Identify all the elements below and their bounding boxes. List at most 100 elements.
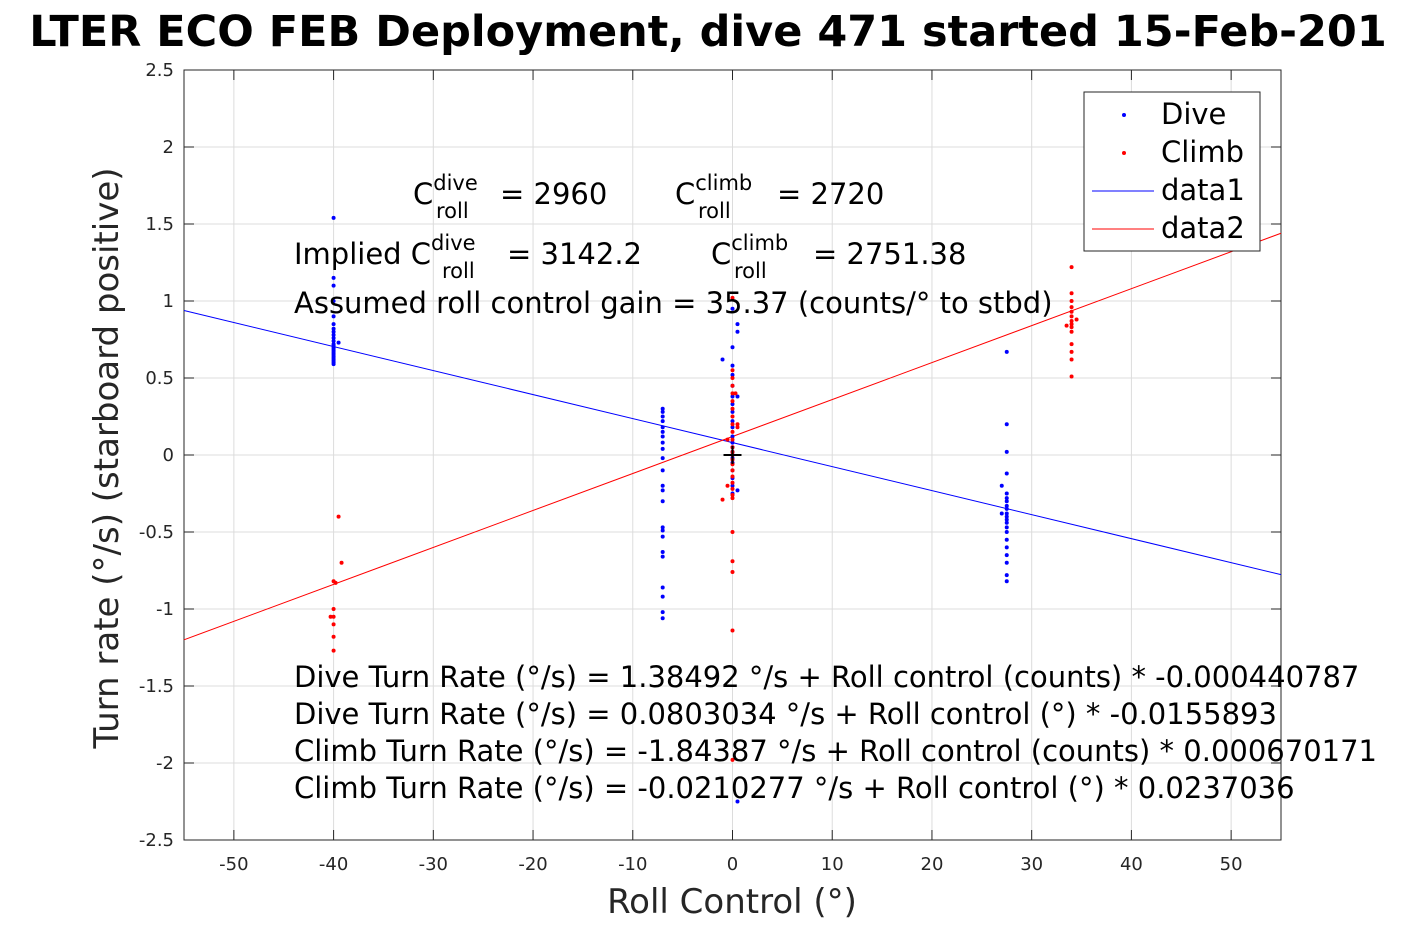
point-dive <box>1004 579 1009 584</box>
x-tick-label: -40 <box>319 854 348 875</box>
point-dive <box>331 335 336 340</box>
c-dive-annotation: Cdive roll = 2960 <box>413 171 607 223</box>
point-dive <box>660 414 665 419</box>
implied-dive-prefix: Implied C <box>294 237 431 271</box>
point-climb <box>1064 323 1069 328</box>
point-dive <box>331 326 336 331</box>
point-climb <box>339 560 344 565</box>
x-tick-label: 10 <box>821 854 844 875</box>
point-dive <box>735 394 740 399</box>
origin-crosshair-marker <box>723 446 742 464</box>
point-climb <box>1069 329 1074 334</box>
point-dive <box>1004 545 1009 550</box>
point-dive <box>660 610 665 615</box>
dive-counts-equation: Dive Turn Rate (°/s) = 1.38492 °/s + Rol… <box>294 660 1359 694</box>
y-tick-label: -2.5 <box>139 830 174 851</box>
point-dive <box>660 434 665 439</box>
point-dive <box>331 322 336 327</box>
implied-climb-annotation: Cclimb roll = 2751.38 <box>711 231 966 283</box>
point-climb <box>1069 291 1074 296</box>
x-tick-label: 0 <box>727 854 738 875</box>
point-dive <box>331 329 336 334</box>
point-dive <box>660 585 665 590</box>
point-climb <box>331 614 336 619</box>
point-climb <box>730 559 735 564</box>
c-dive-sub: roll <box>436 199 469 223</box>
point-dive <box>660 429 665 434</box>
y-tick-label: -1.5 <box>139 676 174 697</box>
implied-dive-annotation: Implied Cdive roll = 3142.2 <box>294 231 642 283</box>
implied-climb-value: = 2751.38 <box>813 237 966 271</box>
point-climb <box>331 622 336 627</box>
point-dive <box>331 339 336 344</box>
point-dive <box>735 488 740 493</box>
point-dive <box>660 534 665 539</box>
point-dive <box>1004 471 1009 476</box>
point-dive <box>1004 449 1009 454</box>
point-climb <box>730 530 735 534</box>
point-dive <box>1004 503 1009 508</box>
point-dive <box>660 468 665 473</box>
point-climb <box>331 648 336 653</box>
c-dive-sup: dive <box>433 171 478 195</box>
point-dive <box>730 363 735 368</box>
x-tick-label: 30 <box>1020 854 1043 875</box>
point-dive <box>331 275 336 280</box>
point-dive <box>660 499 665 504</box>
point-dive <box>1004 491 1009 496</box>
point-climb <box>725 483 730 488</box>
point-dive <box>331 362 336 367</box>
x-tick-labels: -50 -40 -30 -20 -10 0 10 20 30 40 50 <box>219 854 1242 875</box>
point-dive <box>730 394 735 399</box>
legend-box <box>1083 91 1261 252</box>
point-dive <box>1004 514 1009 519</box>
point-climb <box>735 425 740 430</box>
point-climb <box>1069 374 1074 379</box>
point-climb <box>1069 322 1074 327</box>
point-dive <box>730 409 735 414</box>
point-dive <box>331 314 336 319</box>
point-dive <box>1004 349 1009 354</box>
implied-dive-sub: roll <box>442 259 475 283</box>
y-axis-label: Turn rate (°/s) (starboard positive) <box>87 167 127 749</box>
x-tick-label: -50 <box>219 854 248 875</box>
point-dive <box>660 446 665 451</box>
point-climb <box>730 391 735 396</box>
point-climb <box>730 383 735 388</box>
c-climb-annotation: Cclimb roll = 2720 <box>675 171 884 223</box>
point-dive <box>730 434 735 439</box>
point-climb <box>730 399 735 404</box>
c-climb-prefix: C <box>675 177 695 211</box>
y-tick-label: 0.5 <box>145 368 174 389</box>
x-tick-label: -10 <box>618 854 647 875</box>
chart-title: LTER ECO FEB Deployment, dive 471 starte… <box>29 7 1387 57</box>
legend-dive-label: Dive <box>1161 97 1226 131</box>
point-dive <box>660 616 665 621</box>
point-dive <box>1004 496 1009 501</box>
point-climb <box>730 429 735 434</box>
climb-degrees-equation: Climb Turn Rate (°/s) = -0.0210277 °/s +… <box>294 771 1295 805</box>
y-tick-label: -2 <box>156 753 174 774</box>
point-dive <box>1004 511 1009 516</box>
y-tick-label: 2 <box>163 137 174 158</box>
y-tick-label: 1 <box>163 291 174 312</box>
point-climb <box>1074 317 1079 322</box>
point-dive <box>735 799 740 804</box>
x-tick-label: -20 <box>518 854 547 875</box>
legend-climb-label: Climb <box>1161 135 1244 169</box>
point-dive <box>660 488 665 493</box>
legend-data1-label: data1 <box>1161 173 1245 207</box>
point-dive <box>1004 506 1009 511</box>
point-dive <box>660 456 665 461</box>
c-climb-sup: climb <box>695 171 752 195</box>
point-dive <box>730 402 735 407</box>
point-climb <box>331 634 336 639</box>
point-climb <box>730 295 735 300</box>
c-climb-sub: roll <box>698 199 731 223</box>
point-dive <box>331 283 336 288</box>
point-dive <box>730 306 735 311</box>
point-climb <box>730 414 735 419</box>
point-climb <box>333 580 338 585</box>
point-climb <box>733 391 738 396</box>
point-dive <box>1004 573 1009 578</box>
